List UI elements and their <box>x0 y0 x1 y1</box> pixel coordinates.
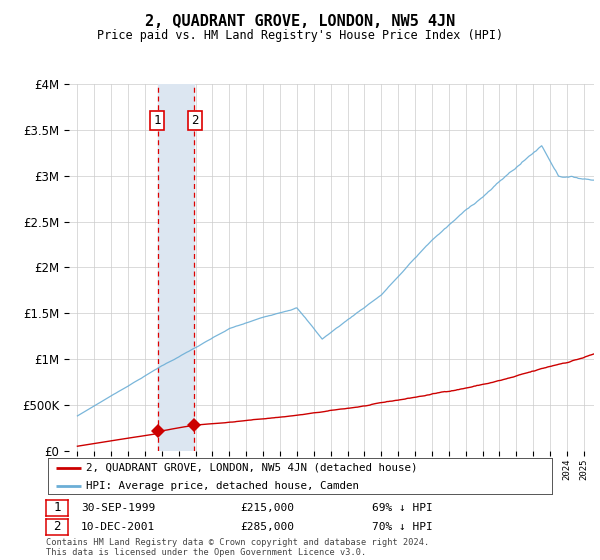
Text: 70% ↓ HPI: 70% ↓ HPI <box>372 522 433 532</box>
Text: 2: 2 <box>53 520 61 534</box>
Text: £285,000: £285,000 <box>240 522 294 532</box>
Text: £215,000: £215,000 <box>240 503 294 513</box>
Text: 1: 1 <box>53 501 61 515</box>
Text: HPI: Average price, detached house, Camden: HPI: Average price, detached house, Camd… <box>86 481 359 491</box>
Text: 1: 1 <box>153 114 161 127</box>
Text: 2, QUADRANT GROVE, LONDON, NW5 4JN: 2, QUADRANT GROVE, LONDON, NW5 4JN <box>145 14 455 29</box>
Text: 69% ↓ HPI: 69% ↓ HPI <box>372 503 433 513</box>
Bar <box>158 84 194 451</box>
Text: 30-SEP-1999: 30-SEP-1999 <box>81 503 155 513</box>
Text: 10-DEC-2001: 10-DEC-2001 <box>81 522 155 532</box>
Text: Contains HM Land Registry data © Crown copyright and database right 2024.
This d: Contains HM Land Registry data © Crown c… <box>46 538 429 557</box>
Text: Price paid vs. HM Land Registry's House Price Index (HPI): Price paid vs. HM Land Registry's House … <box>97 29 503 42</box>
Text: 2: 2 <box>191 114 199 127</box>
Text: 2, QUADRANT GROVE, LONDON, NW5 4JN (detached house): 2, QUADRANT GROVE, LONDON, NW5 4JN (deta… <box>86 463 418 473</box>
